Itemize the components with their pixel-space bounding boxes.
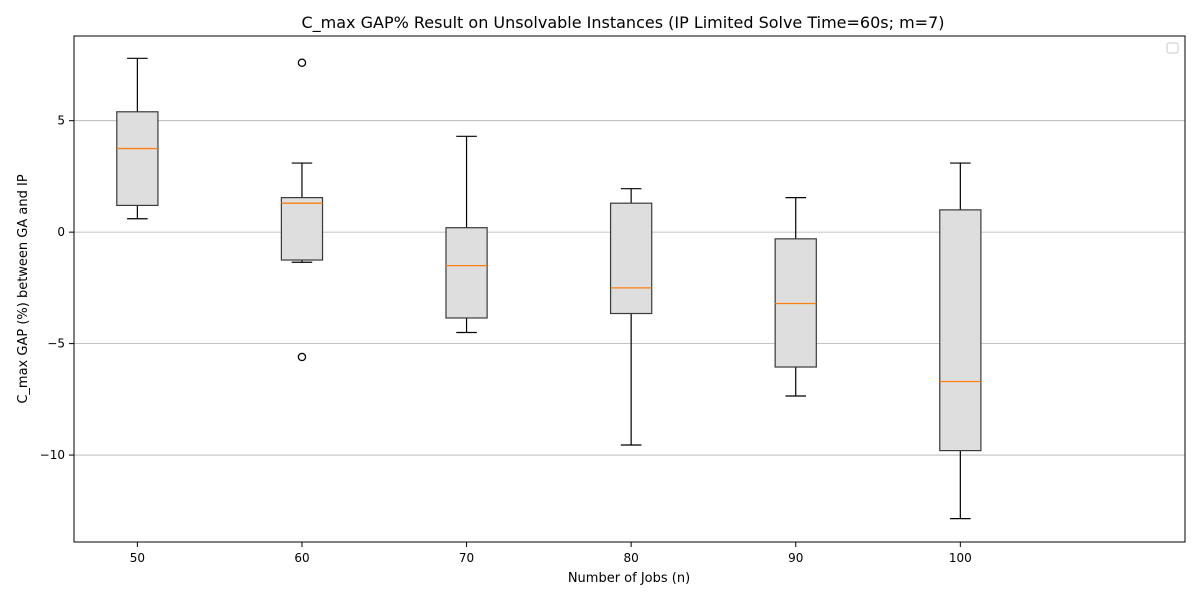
box [280,197,324,261]
x-tick-label: 90 [788,551,803,565]
x-tick-label: 80 [624,551,639,565]
x-tick-label: 70 [459,551,474,565]
box-group-70 [445,135,488,334]
outlier-point [297,58,307,67]
x-axis-ticks: 50 60 70 80 90 100 [130,542,972,565]
legend-box [1166,42,1179,54]
boxes [116,57,982,520]
box-group-60 [280,58,324,362]
y-tick-label: −5 [47,337,65,351]
x-tick-label: 50 [130,551,145,565]
y-tick-label: 5 [57,114,65,128]
box [116,111,159,207]
chart-title: C_max GAP% Result on Unsolvable Instance… [301,13,944,33]
box [939,209,982,452]
x-axis-label: Number of Jobs (n) [568,571,690,586]
plot-frame [73,35,1186,543]
outlier-point [297,352,307,362]
x-tick-label: 60 [294,551,309,565]
box [445,227,488,319]
y-tick-label: −10 [40,448,65,462]
grid-lines [74,120,1185,456]
y-axis-ticks: 5 0 −5 −10 [40,114,74,462]
box [609,202,653,315]
box-group-80 [609,188,653,446]
box-group-100 [939,162,982,520]
x-tick-label: 100 [949,551,972,565]
box-group-50 [116,57,159,220]
box-group-90 [774,197,817,397]
y-axis-label: C_max GAP (%) between GA and IP [16,174,31,403]
y-tick-label: 0 [57,225,65,239]
